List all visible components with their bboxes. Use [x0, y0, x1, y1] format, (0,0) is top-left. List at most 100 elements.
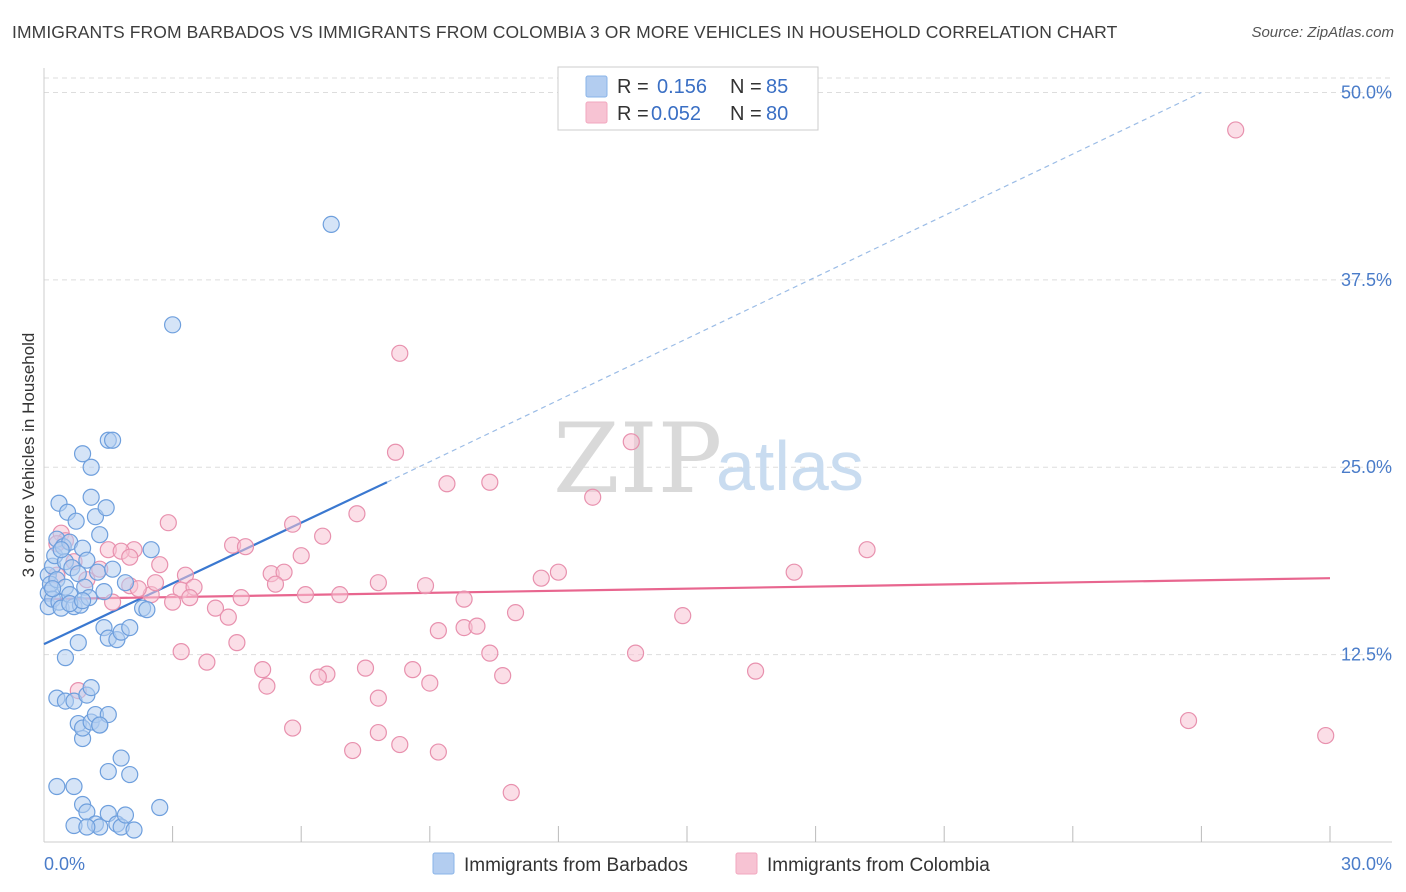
- barbados-point: [52, 541, 70, 559]
- x-tick-label: 0.0%: [44, 854, 85, 874]
- colombia-point: [386, 443, 405, 461]
- colombia-point: [584, 488, 602, 506]
- bottom-legend-label-barbados[interactable]: Immigrants from Barbados: [464, 855, 688, 876]
- colombia-point: [746, 662, 765, 680]
- barbados-point: [142, 541, 160, 559]
- barbados-point: [99, 762, 117, 781]
- colombia-point: [344, 741, 362, 760]
- colombia-point: [429, 622, 447, 640]
- colombia-point: [348, 505, 366, 523]
- colombia-point: [292, 547, 310, 565]
- chart-title: IMMIGRANTS FROM BARBADOS VS IMMIGRANTS F…: [12, 22, 1118, 42]
- colombia-point: [236, 538, 255, 556]
- trend-lines: [43, 91, 1331, 646]
- colombia-point: [331, 586, 349, 604]
- colombia-points: [48, 121, 1335, 802]
- barbados-point: [48, 777, 66, 796]
- barbados-point: [97, 499, 115, 517]
- colombia-point: [858, 541, 876, 559]
- colombia-point: [232, 589, 250, 607]
- colombia-point: [674, 607, 692, 625]
- top-legend: R = 0.156 N = 85 R = 0.052 N = 80: [557, 66, 819, 131]
- legend-swatch-barbados: [585, 75, 608, 98]
- colombia-point: [1227, 121, 1245, 139]
- bottom-legend-swatch-colombia[interactable]: [735, 852, 758, 875]
- barbados-point: [43, 580, 62, 598]
- colombia-point: [254, 661, 272, 679]
- barbados-point: [95, 583, 113, 601]
- bottom-legend-label-colombia[interactable]: Immigrants from Colombia: [767, 855, 990, 876]
- colombia-point: [1179, 711, 1198, 730]
- colombia-point: [494, 667, 512, 685]
- legend-r-value-barbados: 0.156: [657, 76, 707, 98]
- colombia-point: [391, 344, 409, 362]
- barbados-points: [39, 215, 340, 839]
- colombia-point: [416, 577, 435, 595]
- y-tick-label: 25.0%: [1341, 457, 1392, 477]
- colombia-point: [506, 604, 525, 622]
- colombia-point: [151, 556, 169, 574]
- colombia-point: [369, 689, 387, 707]
- legend-n-value-barbados: 85: [766, 76, 788, 98]
- chart-source: Source: ZipAtlas.com: [1251, 24, 1394, 41]
- barbados-point: [91, 526, 109, 544]
- colombia-point: [146, 574, 165, 592]
- barbados-point: [73, 445, 92, 463]
- y-tick-label: 12.5%: [1341, 645, 1392, 665]
- watermark: ZIP atlas: [553, 403, 864, 515]
- barbados-point: [73, 592, 92, 610]
- colombia-point: [455, 590, 473, 608]
- watermark-zip: ZIP: [553, 403, 722, 515]
- bottom-legend: Immigrants from Barbados Immigrants from…: [432, 852, 990, 876]
- barbados-point: [82, 458, 100, 476]
- barbados-point: [82, 678, 100, 697]
- barbados-point: [65, 777, 83, 796]
- colombia-point: [206, 599, 225, 617]
- colombia-point: [296, 586, 315, 604]
- y-tick-labels: 12.5% 25.0% 37.5% 50.0%: [1341, 82, 1392, 664]
- legend-n-value-colombia: 80: [766, 103, 788, 125]
- axes: [43, 68, 1392, 843]
- x-tick-labels: 0.0% 30.0%: [44, 854, 1392, 874]
- colombia-point: [164, 593, 182, 611]
- colombia-point: [369, 574, 387, 592]
- barbados-point: [82, 488, 100, 506]
- colombia-point: [438, 475, 456, 493]
- legend-swatch-colombia: [585, 101, 608, 124]
- colombia-point: [404, 661, 422, 679]
- gridlines: [44, 77, 1392, 656]
- colombia-point: [369, 723, 387, 742]
- colombia-point: [266, 575, 285, 593]
- barbados-point: [69, 634, 87, 652]
- colombia-point: [481, 644, 499, 662]
- colombia-point: [356, 659, 375, 677]
- barbados-point: [116, 574, 135, 592]
- legend-n-label-colombia: N =: [730, 103, 762, 125]
- legend-r-label-colombia: R =: [617, 103, 649, 125]
- barbados-point: [125, 821, 143, 839]
- colombia-point: [549, 563, 568, 581]
- colombia-point: [785, 563, 803, 581]
- colombia-point: [228, 634, 246, 652]
- barbados-point: [116, 806, 135, 824]
- barbados-point: [164, 316, 182, 334]
- colombia-point: [284, 719, 302, 737]
- barbados-point: [121, 619, 139, 637]
- colombia-point: [219, 608, 237, 626]
- barbados-point: [67, 512, 85, 530]
- colombia-point: [181, 589, 199, 607]
- barbados-point: [91, 716, 109, 734]
- bottom-legend-swatch-barbados[interactable]: [432, 852, 455, 875]
- colombia-point: [622, 433, 640, 451]
- colombia-point: [502, 783, 520, 802]
- barbados-point: [112, 749, 130, 767]
- colombia-trend-line: [43, 577, 1331, 601]
- y-tick-label: 37.5%: [1341, 270, 1392, 290]
- colombia-point: [314, 527, 332, 545]
- colombia-point: [198, 653, 216, 671]
- barbados-point: [138, 601, 156, 619]
- colombia-point: [468, 617, 486, 635]
- barbados-point: [78, 818, 96, 836]
- colombia-point: [626, 644, 645, 662]
